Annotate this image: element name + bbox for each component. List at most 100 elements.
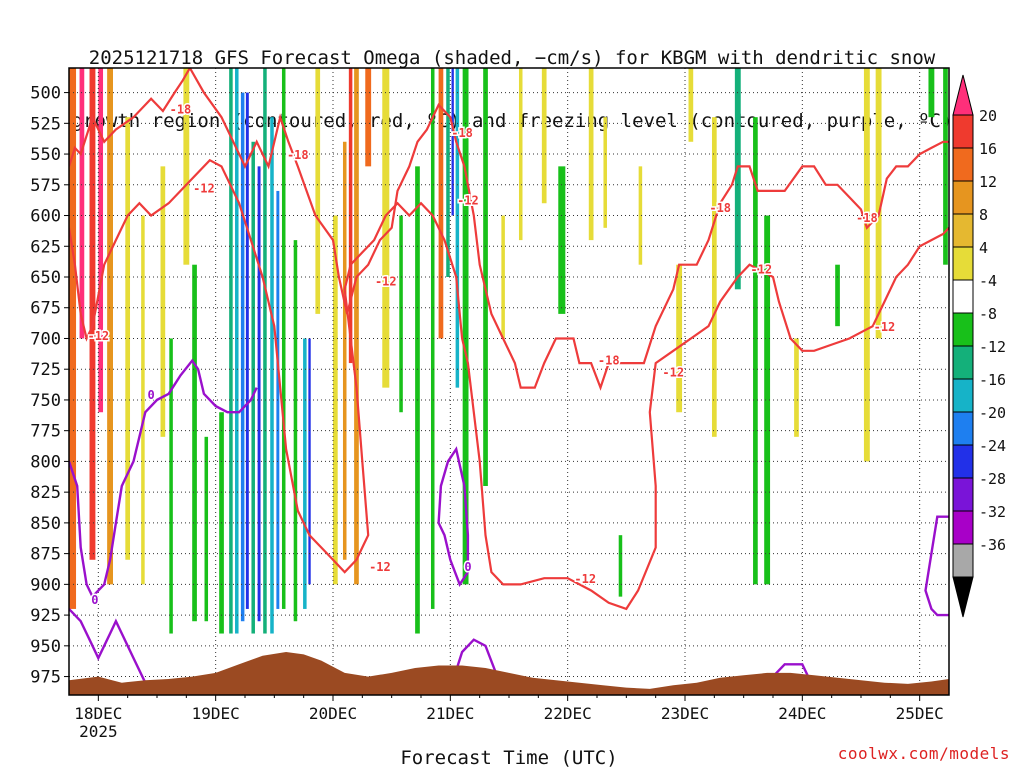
colorbar-label: -36: [979, 536, 1006, 554]
omega-band-15: [240, 92, 245, 622]
omega-band-32: [382, 68, 390, 388]
colorbar-top-arrow: [952, 74, 974, 116]
omega-band-46: [588, 68, 594, 241]
freezing-level-contour-3: [449, 638, 499, 690]
y-tick-label: 575: [30, 176, 61, 196]
omega-band-48: [618, 535, 623, 597]
omega-band-53: [734, 68, 741, 290]
colorbar-label: -24: [979, 437, 1006, 455]
colorbar-segment-3: [952, 180, 974, 215]
omega-band-19: [263, 68, 267, 634]
omega-band-18: [257, 166, 261, 622]
dgz-contour-1: [69, 158, 949, 611]
omega-band-38: [451, 68, 454, 216]
y-tick-label: 900: [30, 575, 61, 595]
omega-band-9: [183, 68, 190, 265]
omega-band-54: [753, 117, 758, 585]
omega-band-60: [928, 68, 935, 118]
colorbar-segment-9: [952, 378, 974, 413]
colorbar-bottom-arrow: [952, 576, 974, 618]
omega-band-22: [281, 68, 286, 609]
colorbar-label: -12: [979, 338, 1006, 356]
colorbar-label: -20: [979, 404, 1006, 422]
omega-band-42: [501, 215, 505, 339]
contour-label-4: -12: [457, 194, 479, 208]
contour-label-9: -18: [598, 353, 620, 367]
y-tick-label: 925: [30, 606, 61, 626]
omega-band-59: [875, 68, 882, 339]
omega-band-30: [354, 68, 359, 585]
y-tick-label: 800: [30, 452, 61, 472]
omega-band-56: [794, 338, 799, 437]
omega-band-0: [69, 68, 77, 609]
omega-band-13: [229, 68, 233, 634]
freezing-level-contour-5: [924, 515, 949, 617]
colorbar-label: -4: [979, 272, 997, 290]
omega-band-7: [160, 166, 166, 437]
omega-band-27: [333, 215, 338, 585]
colorbar-label: -32: [979, 503, 1006, 521]
contour-label-15: 0: [148, 388, 155, 402]
colorbar-label: 20: [979, 107, 997, 125]
omega-band-24: [303, 338, 307, 609]
colorbar-label: 4: [979, 239, 988, 257]
y-tick-label: 600: [30, 207, 61, 227]
omega-band-52: [711, 117, 717, 437]
colorbar-segment-10: [952, 411, 974, 446]
omega-band-28: [342, 141, 347, 560]
omega-band-40: [462, 68, 469, 585]
omega-band-26: [315, 68, 321, 314]
contour-label-0: -18: [170, 103, 192, 117]
colorbar-segment-12: [952, 477, 974, 512]
x-tick-label: 25DEC: [896, 704, 944, 723]
omega-band-31: [365, 68, 372, 167]
omega-band-11: [204, 436, 209, 622]
omega-band-49: [638, 166, 643, 265]
freezing-level-contour-0: [69, 358, 258, 599]
y-tick-label: 675: [30, 299, 61, 319]
contour-label-10: -12: [662, 366, 684, 380]
colorbar-segment-5: [952, 246, 974, 281]
x-tick-label: 23DEC: [661, 704, 709, 723]
omega-band-16: [245, 92, 249, 609]
dgz-contour-0: [69, 68, 949, 391]
omega-band-37: [446, 68, 450, 277]
omega-band-36: [438, 68, 444, 339]
y-tick-label: 625: [30, 237, 61, 257]
omega-band-17: [251, 141, 255, 634]
x-tick-label: 20DEC: [309, 704, 357, 723]
omega-band-29: [348, 68, 353, 364]
x-tick-label: 21DEC: [426, 704, 474, 723]
y-tick-label: 950: [30, 637, 61, 657]
y-tick-label: 750: [30, 391, 61, 411]
credit-link[interactable]: coolwx.com/models: [837, 744, 1010, 763]
omega-band-47: [603, 117, 607, 228]
y-tick-label: 525: [30, 114, 61, 134]
colorbar-segment-11: [952, 444, 974, 479]
x-tick-label: 24DEC: [778, 704, 826, 723]
colorbar-segment-13: [952, 510, 974, 545]
omega-band-14: [235, 68, 239, 634]
contour-label-6: -12: [87, 329, 109, 343]
omega-band-39: [455, 68, 460, 388]
omega-band-23: [293, 240, 298, 622]
omega-band-5: [125, 117, 131, 560]
colorbar-label: 8: [979, 206, 988, 224]
y-tick-label: 725: [30, 360, 61, 380]
terrain: [69, 652, 949, 695]
omega-band-8: [169, 338, 173, 634]
omega-band-61: [943, 68, 948, 265]
colorbar-segment-14: [952, 543, 974, 578]
omega-band-50: [676, 264, 683, 413]
colorbar-segment-4: [952, 213, 974, 248]
contour-label-13: -18: [856, 211, 878, 225]
omega-band-43: [518, 68, 523, 241]
colorbar-label: -28: [979, 470, 1006, 488]
contour-label-16: 0: [91, 593, 98, 607]
omega-band-3: [98, 68, 104, 413]
omega-band-20: [270, 117, 274, 634]
y-tick-label: 775: [30, 422, 61, 442]
x-axis-title: Forecast Time (UTC): [400, 747, 617, 768]
contour-label-12: -12: [750, 262, 772, 276]
omega-band-1: [79, 68, 85, 339]
